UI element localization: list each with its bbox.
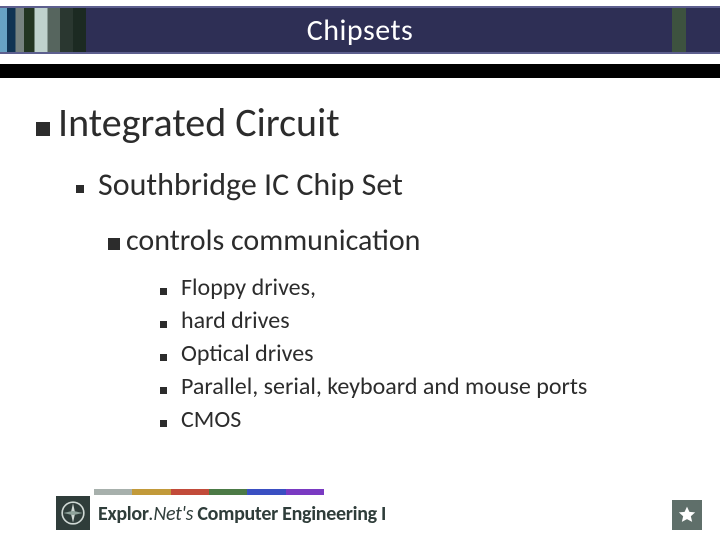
bullet-level-3: controls communication: [108, 222, 690, 259]
stripe-segment: [171, 489, 209, 495]
bullet-level-2: Southbridge IC Chip Set: [76, 165, 690, 204]
bullet-text: Southbridge IC Chip Set: [98, 165, 403, 204]
square-bullet-icon: [160, 288, 167, 295]
footer-brand-text: Explor.Net's Computer Engineering I: [98, 502, 386, 526]
square-bullet-icon: [160, 354, 167, 361]
stripe-segment: [94, 489, 132, 495]
square-bullet-icon: [160, 321, 167, 328]
bullet-text: Optical drives: [181, 339, 314, 368]
slide-title: Chipsets: [307, 12, 414, 49]
stripe-segment: [209, 489, 247, 495]
square-bullet-icon: [160, 420, 167, 427]
square-bullet-icon: [108, 238, 120, 250]
slide-header: Chipsets: [0, 6, 720, 54]
bullet-text: controls communication: [126, 222, 420, 259]
header-accent-bar: [672, 8, 686, 52]
bullet-level-4: Parallel, serial, keyboard and mouse por…: [160, 372, 690, 401]
slide: Chipsets Integrated Circuit Southbridge …: [0, 0, 720, 540]
bullet-level-1: Integrated Circuit: [36, 98, 690, 147]
bullet-text: Integrated Circuit: [58, 98, 340, 147]
compass-icon: [60, 500, 86, 526]
brand-prefix: Explor: [98, 502, 149, 526]
header-photo-thumb: [0, 8, 86, 52]
slide-content: Integrated Circuit Southbridge IC Chip S…: [36, 92, 690, 434]
subheader-strip: [0, 64, 720, 78]
square-bullet-icon: [76, 185, 84, 193]
bullet-text: hard drives: [181, 306, 290, 335]
bullet-text: Parallel, serial, keyboard and mouse por…: [181, 372, 587, 401]
slide-footer: Explor.Net's Computer Engineering I: [0, 488, 720, 540]
bullet-level-4: CMOS: [160, 405, 690, 434]
square-bullet-icon: [36, 122, 50, 136]
bullet-level-4-group: Floppy drives, hard drives Optical drive…: [160, 273, 690, 434]
stripe-segment: [286, 489, 324, 495]
star-icon: [677, 505, 697, 525]
square-bullet-icon: [160, 387, 167, 394]
footer-color-stripe: [94, 489, 324, 495]
bullet-level-4: Optical drives: [160, 339, 690, 368]
stripe-segment: [132, 489, 170, 495]
brand-main: Computer Engineering I: [197, 502, 386, 526]
bullet-level-4: hard drives: [160, 306, 690, 335]
footer-star-badge: [672, 500, 702, 530]
stripe-segment: [247, 489, 285, 495]
bullet-text: CMOS: [181, 405, 241, 434]
bullet-level-4: Floppy drives,: [160, 273, 690, 302]
footer-logo: [56, 496, 90, 530]
bullet-text: Floppy drives,: [181, 273, 316, 302]
brand-italic: .Net's: [149, 502, 198, 526]
